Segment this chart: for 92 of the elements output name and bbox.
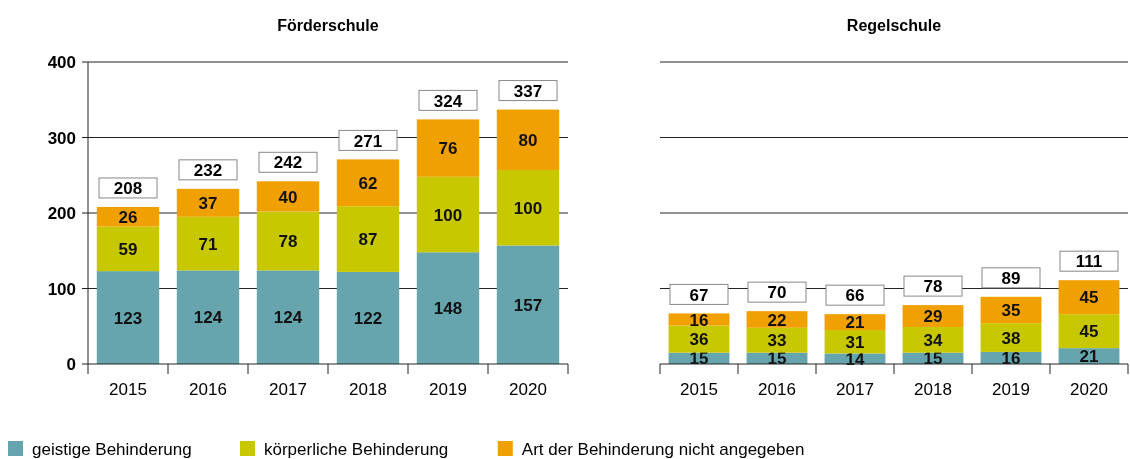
data-label: 59 <box>118 239 138 259</box>
data-label: 21 <box>1079 347 1099 367</box>
data-label: 33 <box>767 331 787 351</box>
data-label: 21 <box>845 313 865 333</box>
data-label: 36 <box>689 330 709 350</box>
legend-label: körperliche Behinderung <box>264 440 449 459</box>
data-label: 122 <box>353 309 383 329</box>
total-label: 324 <box>433 91 463 111</box>
y-tick-label: 200 <box>47 204 76 224</box>
data-label: 76 <box>438 139 458 159</box>
data-label: 37 <box>198 193 218 213</box>
y-tick-label: 0 <box>66 355 76 375</box>
x-tick-label: 2017 <box>269 380 307 400</box>
bar <box>176 188 240 217</box>
x-tick-label: 2019 <box>429 380 467 400</box>
bar <box>256 211 320 271</box>
x-tick-label: 2018 <box>349 380 387 400</box>
x-tick-label: 2018 <box>914 380 952 400</box>
total-label: 70 <box>767 283 787 303</box>
bar <box>416 252 480 364</box>
bar <box>256 181 320 212</box>
x-tick-label: 2020 <box>1070 380 1108 400</box>
total-label: 66 <box>845 286 865 306</box>
total-label: 271 <box>353 131 383 151</box>
bar <box>256 270 320 364</box>
data-label: 123 <box>113 308 143 328</box>
x-tick-label: 2016 <box>189 380 227 400</box>
bar <box>902 327 964 353</box>
total-label: 242 <box>273 153 303 173</box>
bar <box>496 245 560 364</box>
data-label: 100 <box>433 205 463 225</box>
data-label: 38 <box>1001 328 1021 348</box>
data-label: 71 <box>198 234 218 254</box>
bar <box>336 271 400 364</box>
data-label: 87 <box>358 230 378 250</box>
data-label: 34 <box>923 330 943 350</box>
x-tick-label: 2015 <box>680 380 718 400</box>
chart-title: Regelschule <box>846 16 942 34</box>
data-label: 16 <box>689 310 709 330</box>
data-label: 62 <box>358 173 378 193</box>
bar <box>496 169 560 246</box>
data-label: 22 <box>767 310 787 330</box>
bar <box>1058 314 1120 349</box>
bar <box>1058 280 1120 315</box>
total-label: 208 <box>113 179 143 199</box>
bar <box>668 325 730 353</box>
data-label: 15 <box>923 349 943 369</box>
data-label: 31 <box>845 332 865 352</box>
data-label: 29 <box>923 307 943 327</box>
data-label: 35 <box>1001 301 1021 321</box>
legend-label: Art der Behinderung nicht angegeben <box>521 440 805 459</box>
y-tick-label: 300 <box>47 128 76 148</box>
data-label: 148 <box>433 299 463 319</box>
data-label: 26 <box>118 207 138 227</box>
bar <box>336 159 400 207</box>
bar <box>96 226 160 272</box>
x-tick-label: 2019 <box>992 380 1030 400</box>
total-label: 337 <box>513 81 543 101</box>
bar <box>176 270 240 364</box>
y-tick-label: 100 <box>47 279 76 299</box>
total-label: 111 <box>1075 252 1103 272</box>
data-label: 40 <box>278 187 298 207</box>
bar <box>416 119 480 177</box>
total-label: 78 <box>923 277 943 297</box>
bar <box>336 206 400 272</box>
data-label: 157 <box>513 295 543 315</box>
data-label: 100 <box>513 198 543 218</box>
total-label: 89 <box>1001 268 1021 288</box>
legend-label: geistige Behinderung <box>32 440 192 459</box>
y-tick-label: 400 <box>47 53 76 73</box>
total-label: 67 <box>689 285 709 305</box>
data-label: 45 <box>1079 322 1099 342</box>
data-label: 14 <box>845 349 865 369</box>
bar <box>496 109 560 170</box>
data-label: 124 <box>273 308 303 328</box>
chart-title: Förderschule <box>277 16 379 34</box>
x-tick-label: 2017 <box>836 380 874 400</box>
data-label: 16 <box>1001 349 1021 369</box>
bar <box>96 271 160 364</box>
data-label: 45 <box>1079 288 1099 308</box>
data-label: 124 <box>193 308 223 328</box>
x-tick-label: 2020 <box>509 380 547 400</box>
bar <box>416 176 480 253</box>
data-label: 78 <box>278 232 298 252</box>
bar <box>980 323 1042 352</box>
x-tick-label: 2016 <box>758 380 796 400</box>
x-tick-label: 2015 <box>109 380 147 400</box>
total-label: 232 <box>193 160 223 180</box>
bar <box>176 216 240 271</box>
data-label: 15 <box>689 349 709 369</box>
data-label: 80 <box>518 130 538 150</box>
data-label: 15 <box>767 349 787 369</box>
